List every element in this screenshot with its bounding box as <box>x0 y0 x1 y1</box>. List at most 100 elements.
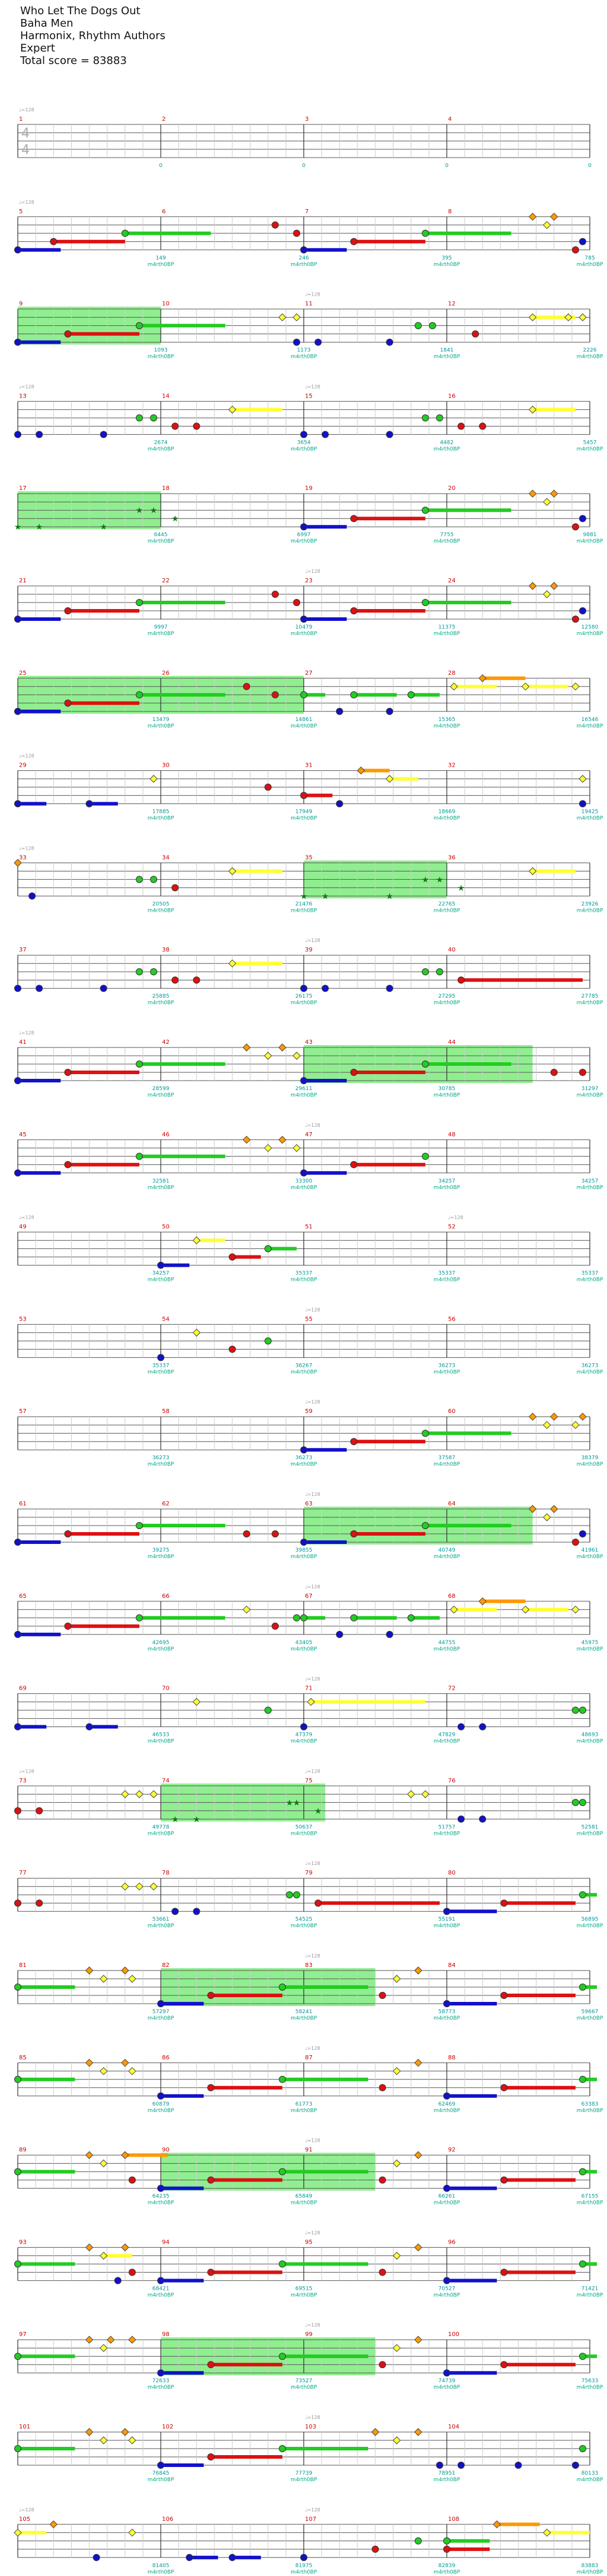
sustain-tail <box>18 709 61 713</box>
note-hopo <box>571 683 580 691</box>
note-hopo <box>550 1505 558 1513</box>
star-note: ★ <box>171 514 179 524</box>
note-hopo <box>371 2428 379 2436</box>
note-gem <box>350 238 357 245</box>
measure-number: 98 <box>162 2331 170 2338</box>
tempo-mark: ♩=128 <box>305 2322 321 2328</box>
note-hopo <box>550 582 558 590</box>
sp-label: m4rth0BP <box>577 2477 603 2483</box>
note-gem <box>28 892 36 900</box>
measure-number: 97 <box>19 2331 27 2338</box>
measure-score: 27785 <box>582 994 599 999</box>
sp-label: m4rth0BP <box>577 2385 603 2391</box>
sustain-tail <box>68 609 140 613</box>
sp-label: m4rth0BP <box>577 446 603 452</box>
note-gem <box>571 2462 579 2469</box>
note-gem <box>386 985 394 992</box>
tempo-mark: ♩=128 <box>305 1584 321 1590</box>
measure-score: 46533 <box>152 1732 170 1738</box>
note-gem <box>300 792 308 799</box>
note-hopo <box>14 2529 22 2537</box>
sp-label: m4rth0BP <box>433 2108 460 2114</box>
sustain-tail <box>304 1448 347 1452</box>
measure-number: 3 <box>305 116 309 123</box>
sp-label: m4rth0BP <box>577 1369 603 1375</box>
sp-label: m4rth0BP <box>433 446 460 452</box>
note-gem <box>279 2260 286 2268</box>
staff-row <box>14 213 590 254</box>
sustain-tail <box>304 248 347 252</box>
note-gem <box>157 2277 165 2285</box>
note-hopo <box>542 590 551 598</box>
note-hopo <box>121 1966 129 1975</box>
tempo-mark: ♩=128 <box>305 2230 321 2235</box>
note-gem <box>14 1984 21 1991</box>
note-gem <box>300 523 308 531</box>
sp-label: m4rth0BP <box>433 354 460 360</box>
note-hopo <box>128 1975 136 1983</box>
measure-number: 69 <box>19 1686 27 1692</box>
sustain-tail <box>446 2371 497 2375</box>
staff-row <box>14 1136 590 1177</box>
measure-number: 102 <box>162 2424 173 2430</box>
note-gem <box>293 1614 301 1622</box>
measure-number: 34 <box>162 854 170 861</box>
measure-number: 4 <box>448 116 452 123</box>
note-gem <box>136 414 143 422</box>
note-gem <box>336 800 343 808</box>
measure-number: 101 <box>19 2424 30 2430</box>
note-hopo <box>521 683 530 691</box>
note-gem <box>14 2260 21 2268</box>
sustain-tail <box>304 693 325 697</box>
sp-label: m4rth0BP <box>433 1000 460 1006</box>
note-gem <box>64 1530 72 1537</box>
sp-label: m4rth0BP <box>433 1462 460 1468</box>
tempo-mark: ♩=128 <box>305 1399 321 1405</box>
note-gem <box>579 1530 586 1537</box>
sp-label: m4rth0BP <box>577 2292 603 2298</box>
sustain-tail <box>353 517 426 521</box>
note-hopo <box>493 2520 501 2529</box>
star-note: ★ <box>14 523 22 532</box>
note-hopo <box>478 1597 487 1606</box>
sustain-tail <box>304 793 333 797</box>
note-gem <box>207 2453 215 2460</box>
sustain-tail <box>89 802 118 806</box>
sustain-tail <box>497 2522 540 2526</box>
note-gem <box>300 1077 308 1084</box>
measure-number: 7 <box>305 209 309 215</box>
sp-label: m4rth0BP <box>433 1831 460 1837</box>
note-gem <box>350 691 357 699</box>
star-note: ★ <box>436 875 443 885</box>
sustain-tail <box>353 1440 426 1444</box>
measure-score: 35337 <box>438 1271 455 1277</box>
note-gem <box>421 1522 429 1529</box>
sustain-tail <box>318 1901 440 1905</box>
measure-score: 77739 <box>295 2471 312 2476</box>
note-hopo <box>528 213 537 221</box>
measure-number: 54 <box>162 1316 170 1322</box>
note-gem <box>443 2277 451 2285</box>
measure-score: 395 <box>442 255 452 261</box>
sp-label: m4rth0BP <box>577 2016 603 2021</box>
sp-label: m4rth0BP <box>148 723 174 729</box>
note-hopo <box>550 489 558 498</box>
star-note: ★ <box>136 506 143 515</box>
measure-score: 12580 <box>582 624 599 630</box>
note-hopo <box>542 221 551 229</box>
measure-number: 19 <box>305 485 313 492</box>
measure-score: 37587 <box>438 1455 455 1461</box>
sustain-tail <box>103 2254 132 2258</box>
measure-number: 80 <box>448 1870 456 1876</box>
sustain-tail <box>282 1985 369 1989</box>
sustain-tail <box>18 1171 61 1175</box>
sp-label: m4rth0BP <box>290 1554 317 1560</box>
note-gem <box>579 1706 586 1714</box>
sp-label: m4rth0BP <box>148 2292 174 2298</box>
sp-label: m4rth0BP <box>577 1831 603 1837</box>
note-hopo <box>149 774 158 783</box>
sustain-tail <box>532 408 576 412</box>
measure-number: 59 <box>305 1408 313 1415</box>
sustain-tail <box>425 231 512 235</box>
sustain-tail <box>139 1524 225 1527</box>
